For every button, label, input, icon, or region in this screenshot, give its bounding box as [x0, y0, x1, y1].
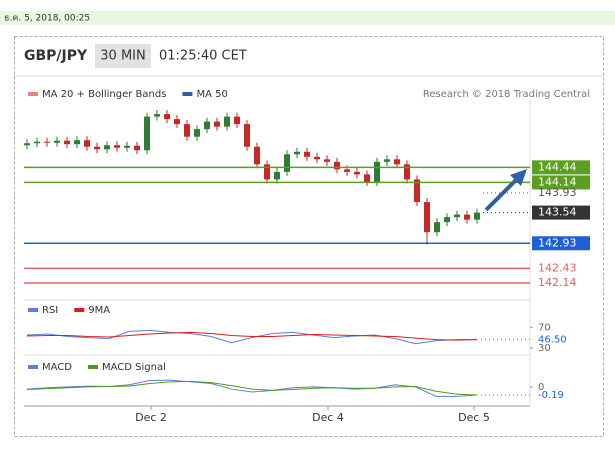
timestamp: ธ.ค. 5, 2018, 00:25 — [4, 14, 90, 24]
candle-body — [284, 154, 290, 172]
forecast-arrow — [484, 176, 520, 212]
candle-body — [354, 171, 360, 175]
candle-body — [134, 145, 140, 151]
last-value-label: -0.19 — [538, 390, 564, 401]
legend-label: MACD Signal — [102, 362, 166, 373]
candle-body — [74, 140, 80, 145]
legend-swatch — [74, 308, 85, 312]
indicator-line — [26, 380, 478, 396]
candle-body — [184, 124, 190, 137]
candle-body — [404, 164, 410, 180]
candle-body — [194, 129, 200, 137]
level-label: 142.93 — [538, 236, 577, 249]
legend-swatch — [28, 92, 38, 96]
candle-body — [24, 143, 30, 146]
candle-body — [374, 161, 380, 182]
candle-body — [214, 121, 220, 127]
candle-body — [304, 151, 310, 157]
arrow-head — [510, 169, 527, 186]
candle-body — [64, 140, 70, 145]
candle-body — [34, 141, 40, 144]
level-label: 142.14 — [538, 276, 577, 289]
candle-body — [414, 179, 420, 203]
legend-label: RSI — [42, 305, 58, 316]
candle-body — [204, 121, 210, 130]
candle-body — [84, 140, 90, 147]
level-label: 143.54 — [538, 206, 577, 219]
candle-body — [264, 164, 270, 180]
level-label: 143.93 — [538, 186, 577, 199]
candle-body — [234, 116, 240, 125]
indicator-line — [26, 379, 478, 397]
candle-body — [274, 171, 280, 180]
legend-label: MA 50 — [196, 89, 227, 100]
candle-body — [154, 114, 160, 117]
candle-body — [104, 145, 110, 150]
panel-border — [14, 36, 604, 437]
level-label-box — [532, 175, 590, 190]
legend-swatch — [182, 92, 193, 96]
candle-body — [244, 124, 250, 147]
legend-label: MA 20 + Bollinger Bands — [42, 89, 166, 100]
level-label: 144.44 — [538, 160, 577, 173]
interval-box[interactable] — [95, 44, 151, 68]
x-tick-label: Dec 5 — [458, 411, 490, 424]
level-label-box — [532, 205, 590, 220]
candle-body — [54, 140, 60, 143]
legend-swatch — [28, 308, 38, 312]
legend-label: 9MA — [88, 305, 110, 316]
last-value-label: 46.50 — [538, 334, 567, 345]
candle-body — [324, 159, 330, 162]
symbol: GBP/JPY — [24, 48, 88, 64]
legend-swatch — [28, 365, 38, 369]
top-bar — [0, 11, 615, 25]
candle-body — [314, 156, 320, 160]
level-label: 144.14 — [538, 175, 577, 188]
candle-body — [364, 174, 370, 182]
candle-body — [174, 119, 180, 125]
y-tick-label: 0 — [538, 382, 544, 393]
candle-body — [144, 116, 150, 151]
legend-label: MACD — [42, 362, 72, 373]
candle-body — [44, 141, 50, 143]
candle-body — [474, 212, 480, 220]
legend-swatch — [87, 365, 98, 369]
candle-body — [384, 159, 390, 162]
candle-body — [464, 214, 470, 220]
candle-body — [94, 146, 100, 150]
candle-body — [334, 161, 340, 170]
candle-body — [344, 169, 350, 172]
candle-body — [424, 202, 430, 233]
candle-body — [224, 116, 230, 127]
x-tick-label: Dec 2 — [135, 411, 167, 424]
y-tick-label: 30 — [538, 343, 551, 354]
x-tick-label: Dec 4 — [312, 411, 344, 424]
interval[interactable]: 30 MIN — [100, 49, 145, 64]
indicator-line — [26, 331, 478, 341]
y-tick-label: 70 — [538, 322, 551, 333]
clock: 01:25:40 CET — [159, 49, 247, 64]
level-label-box — [532, 236, 590, 251]
level-label-box — [532, 160, 590, 175]
candle-body — [394, 159, 400, 165]
candle-body — [164, 114, 170, 120]
candle-body — [124, 145, 130, 148]
candle-body — [434, 222, 440, 233]
candle-body — [114, 145, 120, 148]
level-label: 142.43 — [538, 261, 577, 274]
indicator-line — [26, 329, 478, 345]
candle-body — [444, 217, 450, 223]
credit: Research © 2018 Trading Central — [423, 89, 590, 100]
candle-body — [254, 146, 260, 165]
candle-body — [294, 151, 300, 155]
candle-body — [454, 214, 460, 218]
